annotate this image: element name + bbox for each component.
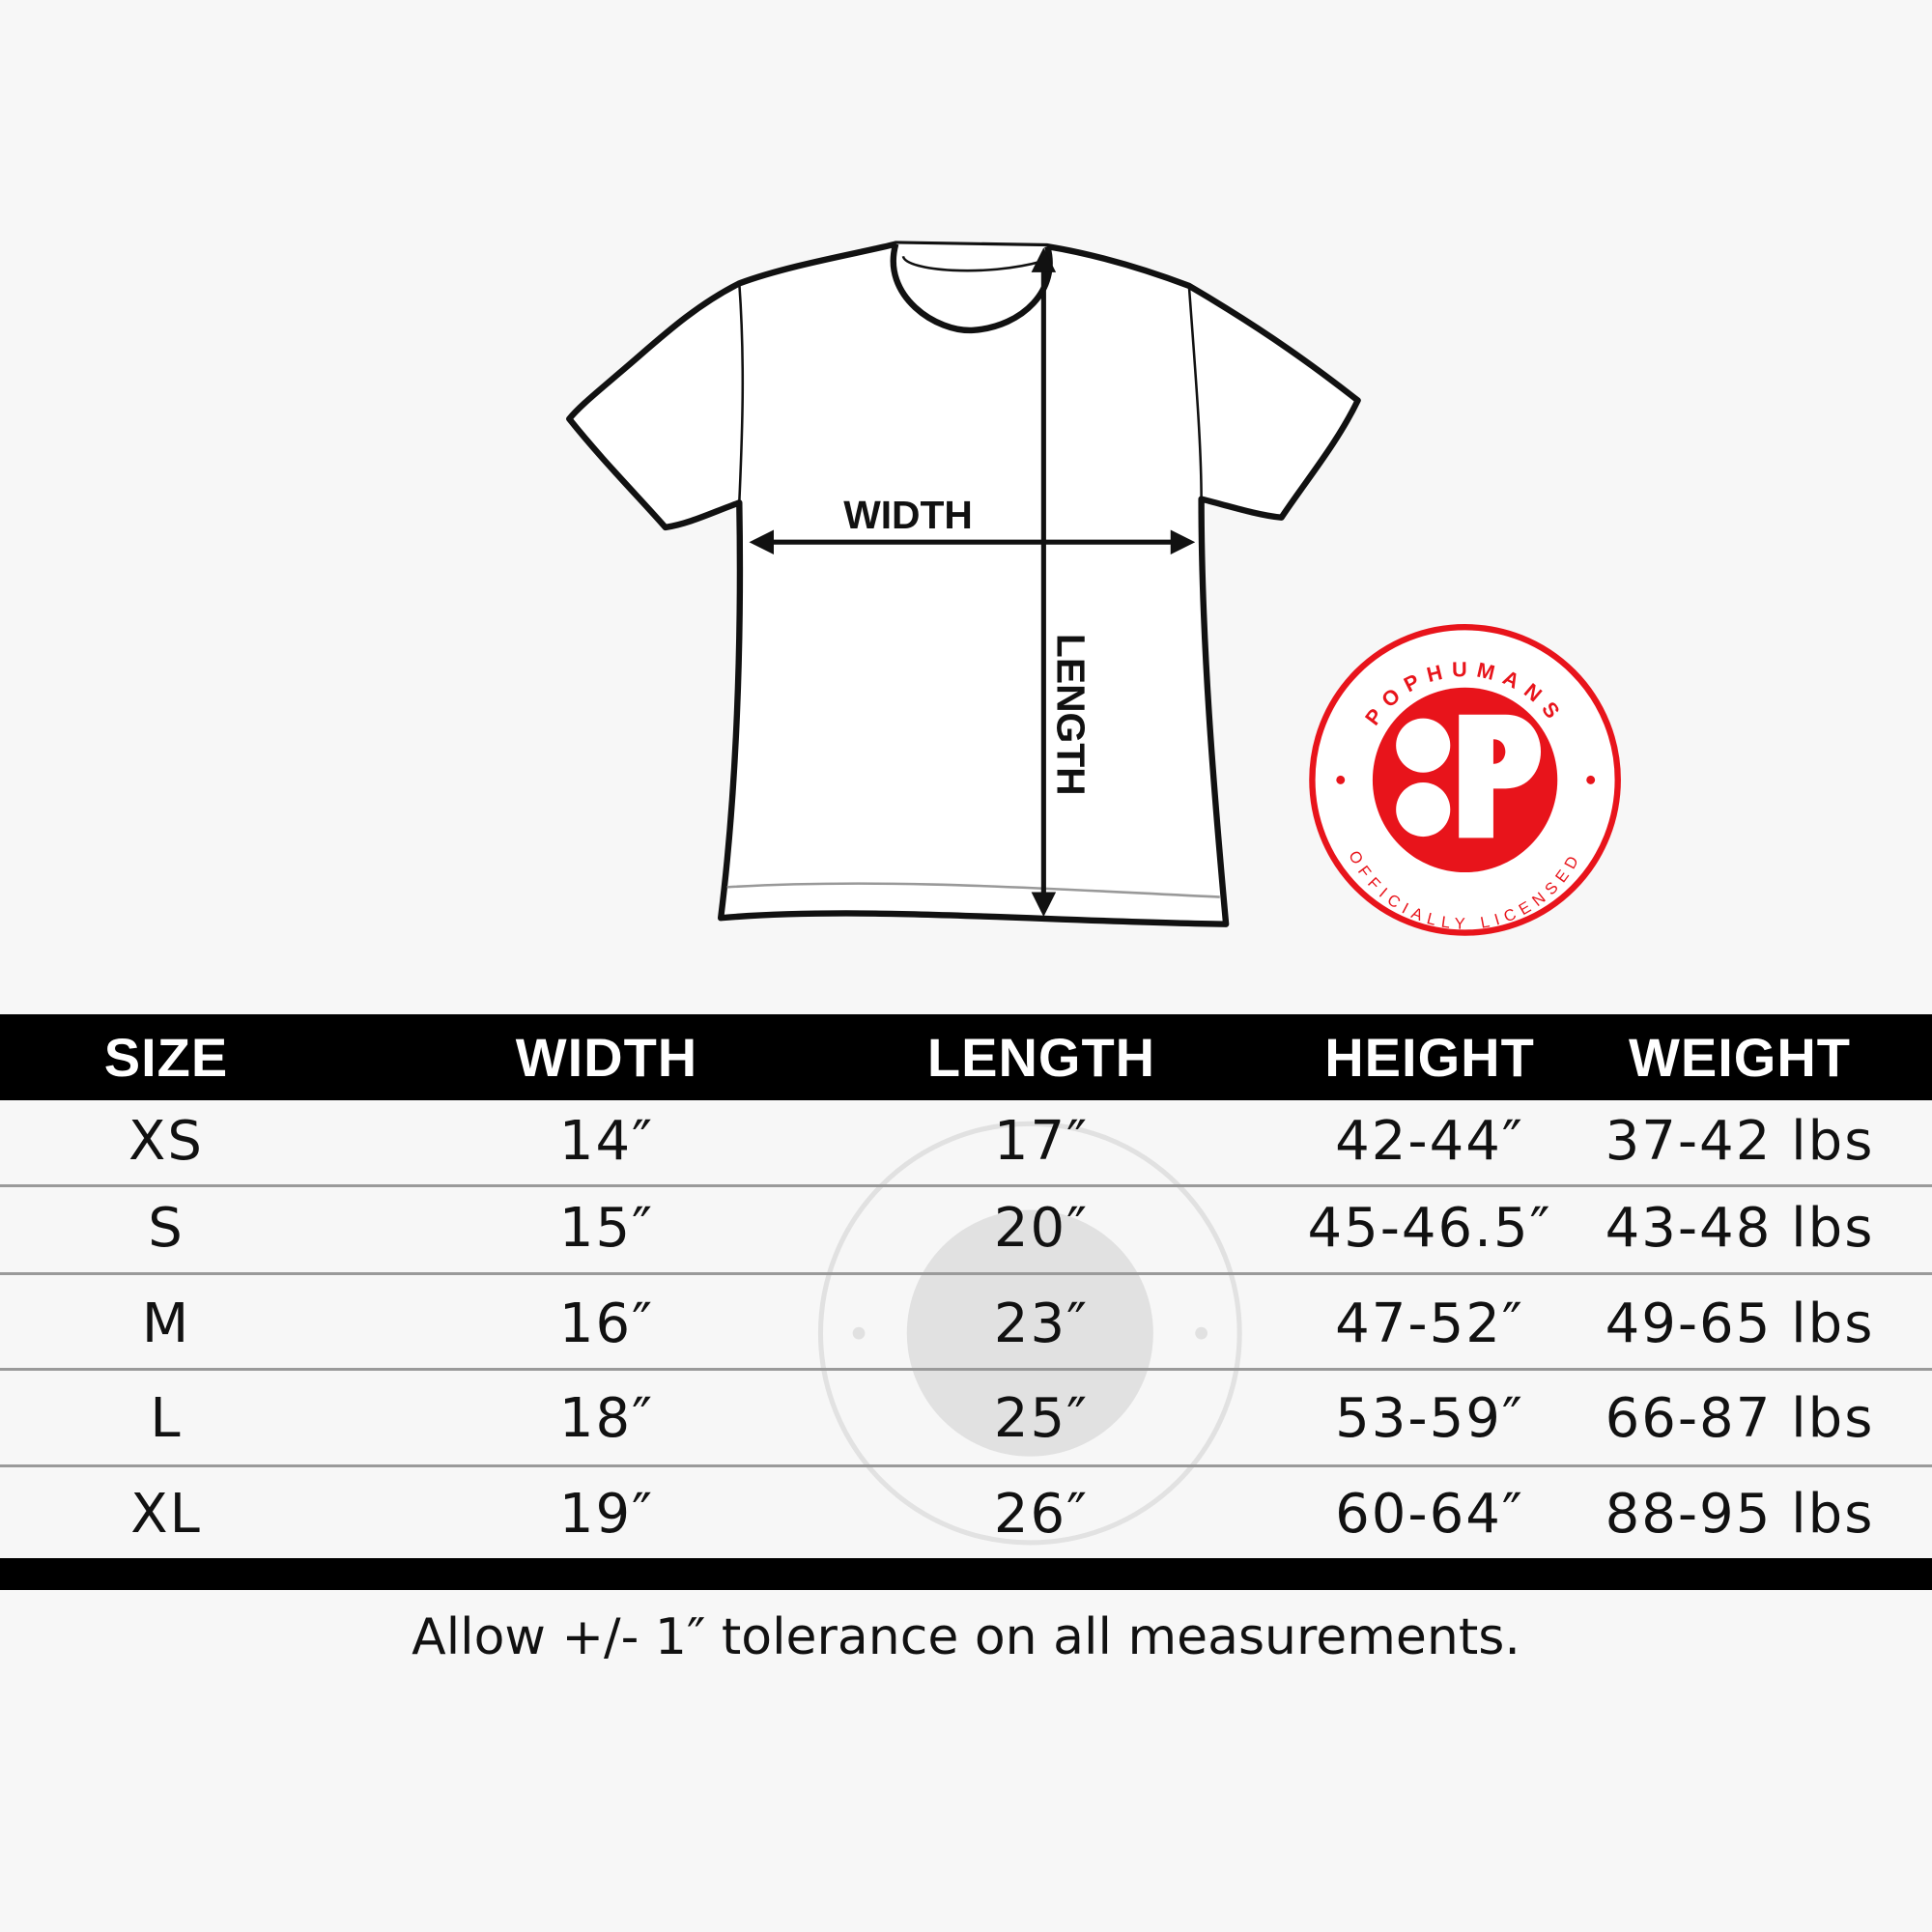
header-length: LENGTH: [926, 1027, 1156, 1088]
row-divider: [0, 1464, 1932, 1467]
cell-height: 53-59″: [1335, 1387, 1524, 1450]
row-divider: [0, 1272, 1932, 1275]
cell-height: 47-52″: [1335, 1293, 1524, 1355]
cell-height: 42-44″: [1335, 1110, 1524, 1173]
header-width: WIDTH: [515, 1027, 698, 1088]
cell-length: 23″: [993, 1293, 1090, 1355]
cell-weight: 37-42 lbs: [1605, 1110, 1875, 1173]
cell-weight: 49-65 lbs: [1605, 1293, 1875, 1355]
width-label: WIDTH: [843, 493, 973, 537]
cell-size: XS: [128, 1110, 204, 1173]
cell-size: S: [148, 1197, 185, 1260]
header-weight: WEIGHT: [1629, 1027, 1851, 1088]
cell-length: 20″: [993, 1197, 1090, 1260]
cell-length: 25″: [993, 1387, 1090, 1450]
header-size: SIZE: [103, 1027, 229, 1088]
cell-weight: 88-95 lbs: [1605, 1483, 1875, 1546]
cell-height: 60-64″: [1335, 1483, 1524, 1546]
cell-length: 17″: [993, 1110, 1090, 1173]
table-header-bar: [0, 1014, 1932, 1100]
cell-size: XL: [130, 1483, 202, 1546]
measurement-arrows: [749, 247, 1196, 917]
cell-length: 26″: [993, 1483, 1090, 1546]
cell-width: 14″: [558, 1110, 655, 1173]
length-label: LENGTH: [1048, 634, 1093, 796]
cell-size: L: [150, 1387, 183, 1450]
row-divider: [0, 1184, 1932, 1187]
pophumans-logo: POPHUMANS OFFICIALLY LICENSED: [1309, 624, 1621, 936]
cell-width: 15″: [558, 1197, 655, 1260]
watermark-logo: [817, 1121, 1242, 1546]
row-divider: [0, 1368, 1932, 1371]
cell-width: 18″: [558, 1387, 655, 1450]
tolerance-note: Allow +/- 1″ tolerance on all measuremen…: [412, 1608, 1520, 1666]
cell-size: M: [141, 1293, 191, 1355]
cell-weight: 66-87 lbs: [1605, 1387, 1875, 1450]
tshirt-outline: [566, 241, 1361, 927]
header-height: HEIGHT: [1324, 1027, 1535, 1088]
cell-weight: 43-48 lbs: [1605, 1197, 1875, 1260]
cell-height: 45-46.5″: [1307, 1197, 1552, 1260]
table-bottom-bar: [0, 1558, 1932, 1590]
cell-width: 19″: [558, 1483, 655, 1546]
cell-width: 16″: [558, 1293, 655, 1355]
